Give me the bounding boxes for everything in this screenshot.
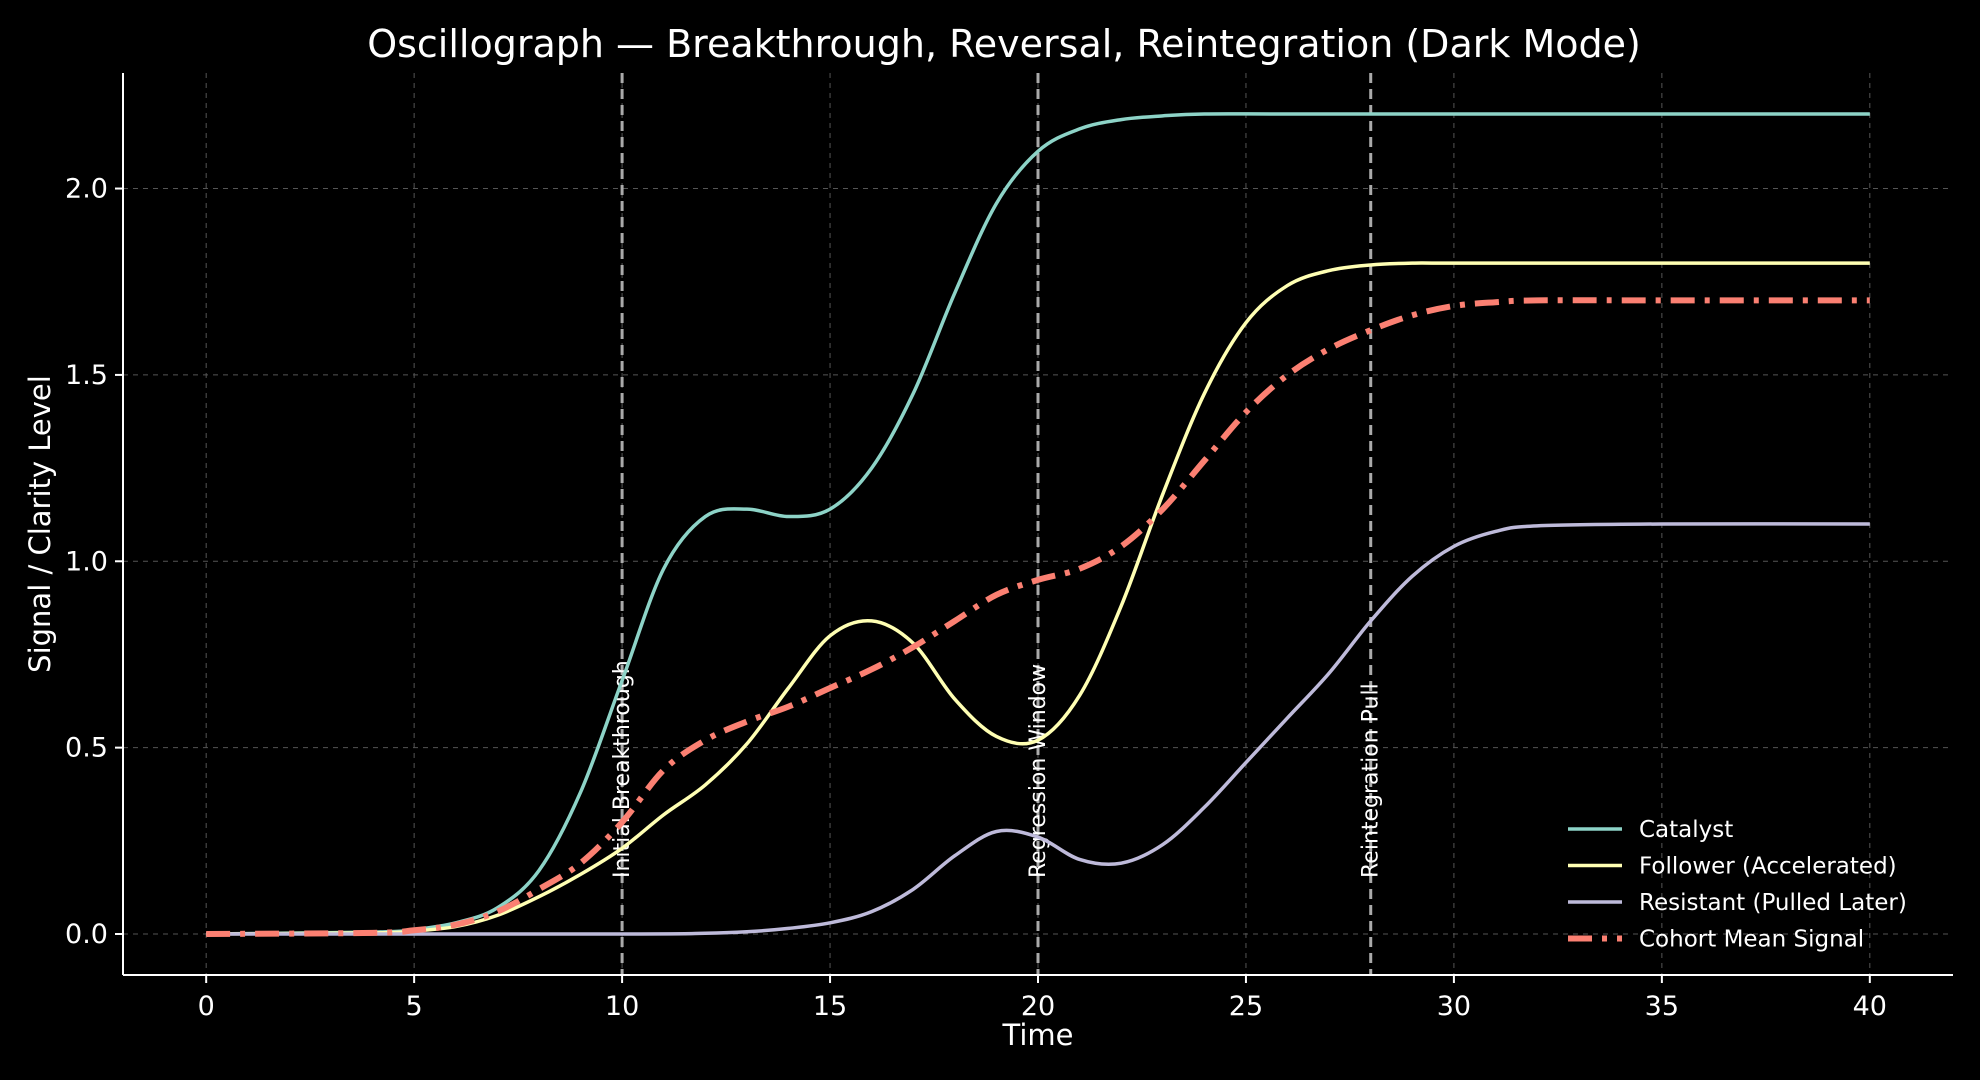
event-label: Reintegration Pull xyxy=(1359,683,1384,878)
legend-label: Catalyst xyxy=(1639,817,1733,843)
legend: Catalyst Follower (Accelerated) Resistant … xyxy=(1568,817,1907,953)
legend-label: Follower (Accelerated) xyxy=(1639,854,1897,880)
legend-label: Cohort Mean Signal xyxy=(1639,927,1864,953)
y-axis-label: Signal / Clarity Level xyxy=(23,375,57,673)
x-tick-label: 10 xyxy=(605,991,639,1022)
y-tick-label: 1.0 xyxy=(65,546,108,577)
x-tick-label: 0 xyxy=(198,991,215,1022)
event-label: Regression Window xyxy=(1026,664,1051,878)
y-tick-label: 0.5 xyxy=(65,733,108,764)
series-line xyxy=(206,297,1870,937)
x-tick-label: 35 xyxy=(1645,991,1679,1022)
x-tick-label: 25 xyxy=(1229,991,1263,1022)
y-tick-label: 2.0 xyxy=(65,174,108,205)
x-tick-label: 40 xyxy=(1853,991,1887,1022)
legend-label: Resistant (Pulled Later) xyxy=(1639,890,1907,916)
event-label: Initial Breakthrough xyxy=(610,660,635,878)
y-tick-label: 1.5 xyxy=(65,360,108,391)
series-lines xyxy=(206,112,1870,937)
x-tick-label: 20 xyxy=(1021,991,1055,1022)
ticks: 0 5 10 15 20 25 30 35 40 0.0 0.5 1.0 1.5 2.0 xyxy=(65,174,1887,1022)
x-axis-label: Time xyxy=(1002,1018,1074,1052)
series-line xyxy=(206,522,1870,936)
x-tick-label: 5 xyxy=(406,991,423,1022)
series-line xyxy=(206,112,1870,936)
y-tick-label: 0.0 xyxy=(65,919,108,950)
x-tick-label: 15 xyxy=(813,991,847,1022)
x-tick-label: 30 xyxy=(1437,991,1471,1022)
series-line xyxy=(206,261,1870,936)
chart-title: Oscillograph — Breakthrough, Reversal, R… xyxy=(367,22,1641,66)
